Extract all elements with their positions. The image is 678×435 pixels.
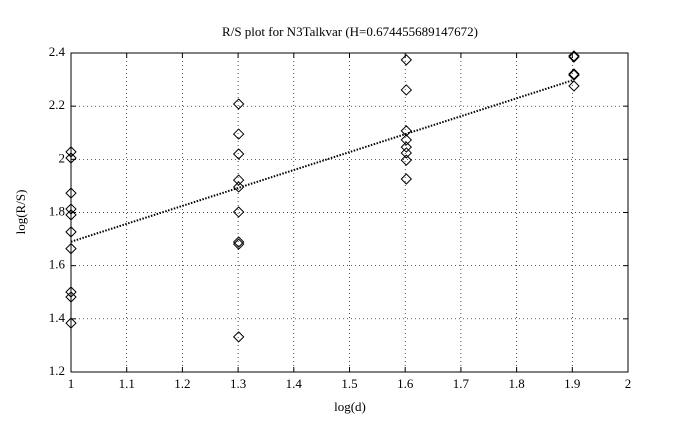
x-tick-label: 1.6 bbox=[397, 376, 414, 391]
data-point bbox=[568, 80, 580, 92]
data-point bbox=[65, 286, 77, 298]
data-point bbox=[65, 203, 77, 215]
x-tick-label: 1.9 bbox=[564, 376, 580, 391]
data-point bbox=[232, 128, 245, 140]
data-point bbox=[400, 173, 413, 185]
data-point bbox=[232, 238, 245, 250]
x-tick-label: 2 bbox=[625, 376, 632, 391]
data-point bbox=[400, 147, 413, 159]
data-point bbox=[400, 125, 413, 137]
data-point bbox=[568, 50, 580, 62]
data-point bbox=[65, 242, 77, 255]
plot-frame bbox=[70, 52, 629, 373]
data-point bbox=[65, 209, 77, 221]
x-tick-label: 1.2 bbox=[174, 376, 190, 391]
data-point bbox=[232, 236, 245, 248]
data-point bbox=[568, 51, 580, 63]
data-point bbox=[568, 68, 580, 80]
x-tick-label: 1.7 bbox=[453, 376, 470, 391]
data-point bbox=[65, 291, 77, 303]
y-tick-label: 1.6 bbox=[49, 257, 66, 272]
data-point bbox=[400, 54, 413, 66]
data-point bbox=[400, 84, 413, 96]
x-tick-label: 1 bbox=[68, 376, 75, 391]
x-tick-label: 1.4 bbox=[286, 376, 303, 391]
data-point bbox=[232, 98, 245, 110]
data-point bbox=[400, 141, 413, 153]
y-axis-label: log(R/S) bbox=[13, 190, 28, 235]
data-point bbox=[232, 206, 245, 218]
y-tick-label: 2 bbox=[59, 150, 66, 165]
data-point bbox=[65, 146, 77, 158]
data-point bbox=[232, 331, 245, 343]
fit-line bbox=[70, 78, 575, 243]
y-tick-label: 1.8 bbox=[49, 203, 65, 218]
data-point bbox=[232, 148, 245, 160]
y-tick-label: 1.2 bbox=[49, 363, 65, 378]
data-point bbox=[65, 317, 77, 329]
y-tick-label: 2.4 bbox=[49, 44, 66, 59]
x-axis-label: log(d) bbox=[334, 399, 366, 414]
data-point bbox=[65, 226, 77, 238]
chart-title: R/S plot for N3Talkvar (H=0.674455689147… bbox=[222, 24, 478, 39]
y-tick-label: 2.2 bbox=[49, 97, 65, 112]
data-point bbox=[65, 152, 77, 164]
x-tick-label: 1.8 bbox=[508, 376, 524, 391]
x-tick-label: 1.5 bbox=[341, 376, 357, 391]
y-tick-label: 1.4 bbox=[49, 310, 66, 325]
data-point bbox=[65, 187, 77, 199]
data-point bbox=[232, 181, 245, 193]
x-tick-label: 1.1 bbox=[119, 376, 135, 391]
data-point bbox=[232, 174, 245, 186]
x-tick-label: 1.3 bbox=[230, 376, 246, 391]
data-point bbox=[400, 134, 413, 146]
data-point bbox=[400, 154, 413, 166]
